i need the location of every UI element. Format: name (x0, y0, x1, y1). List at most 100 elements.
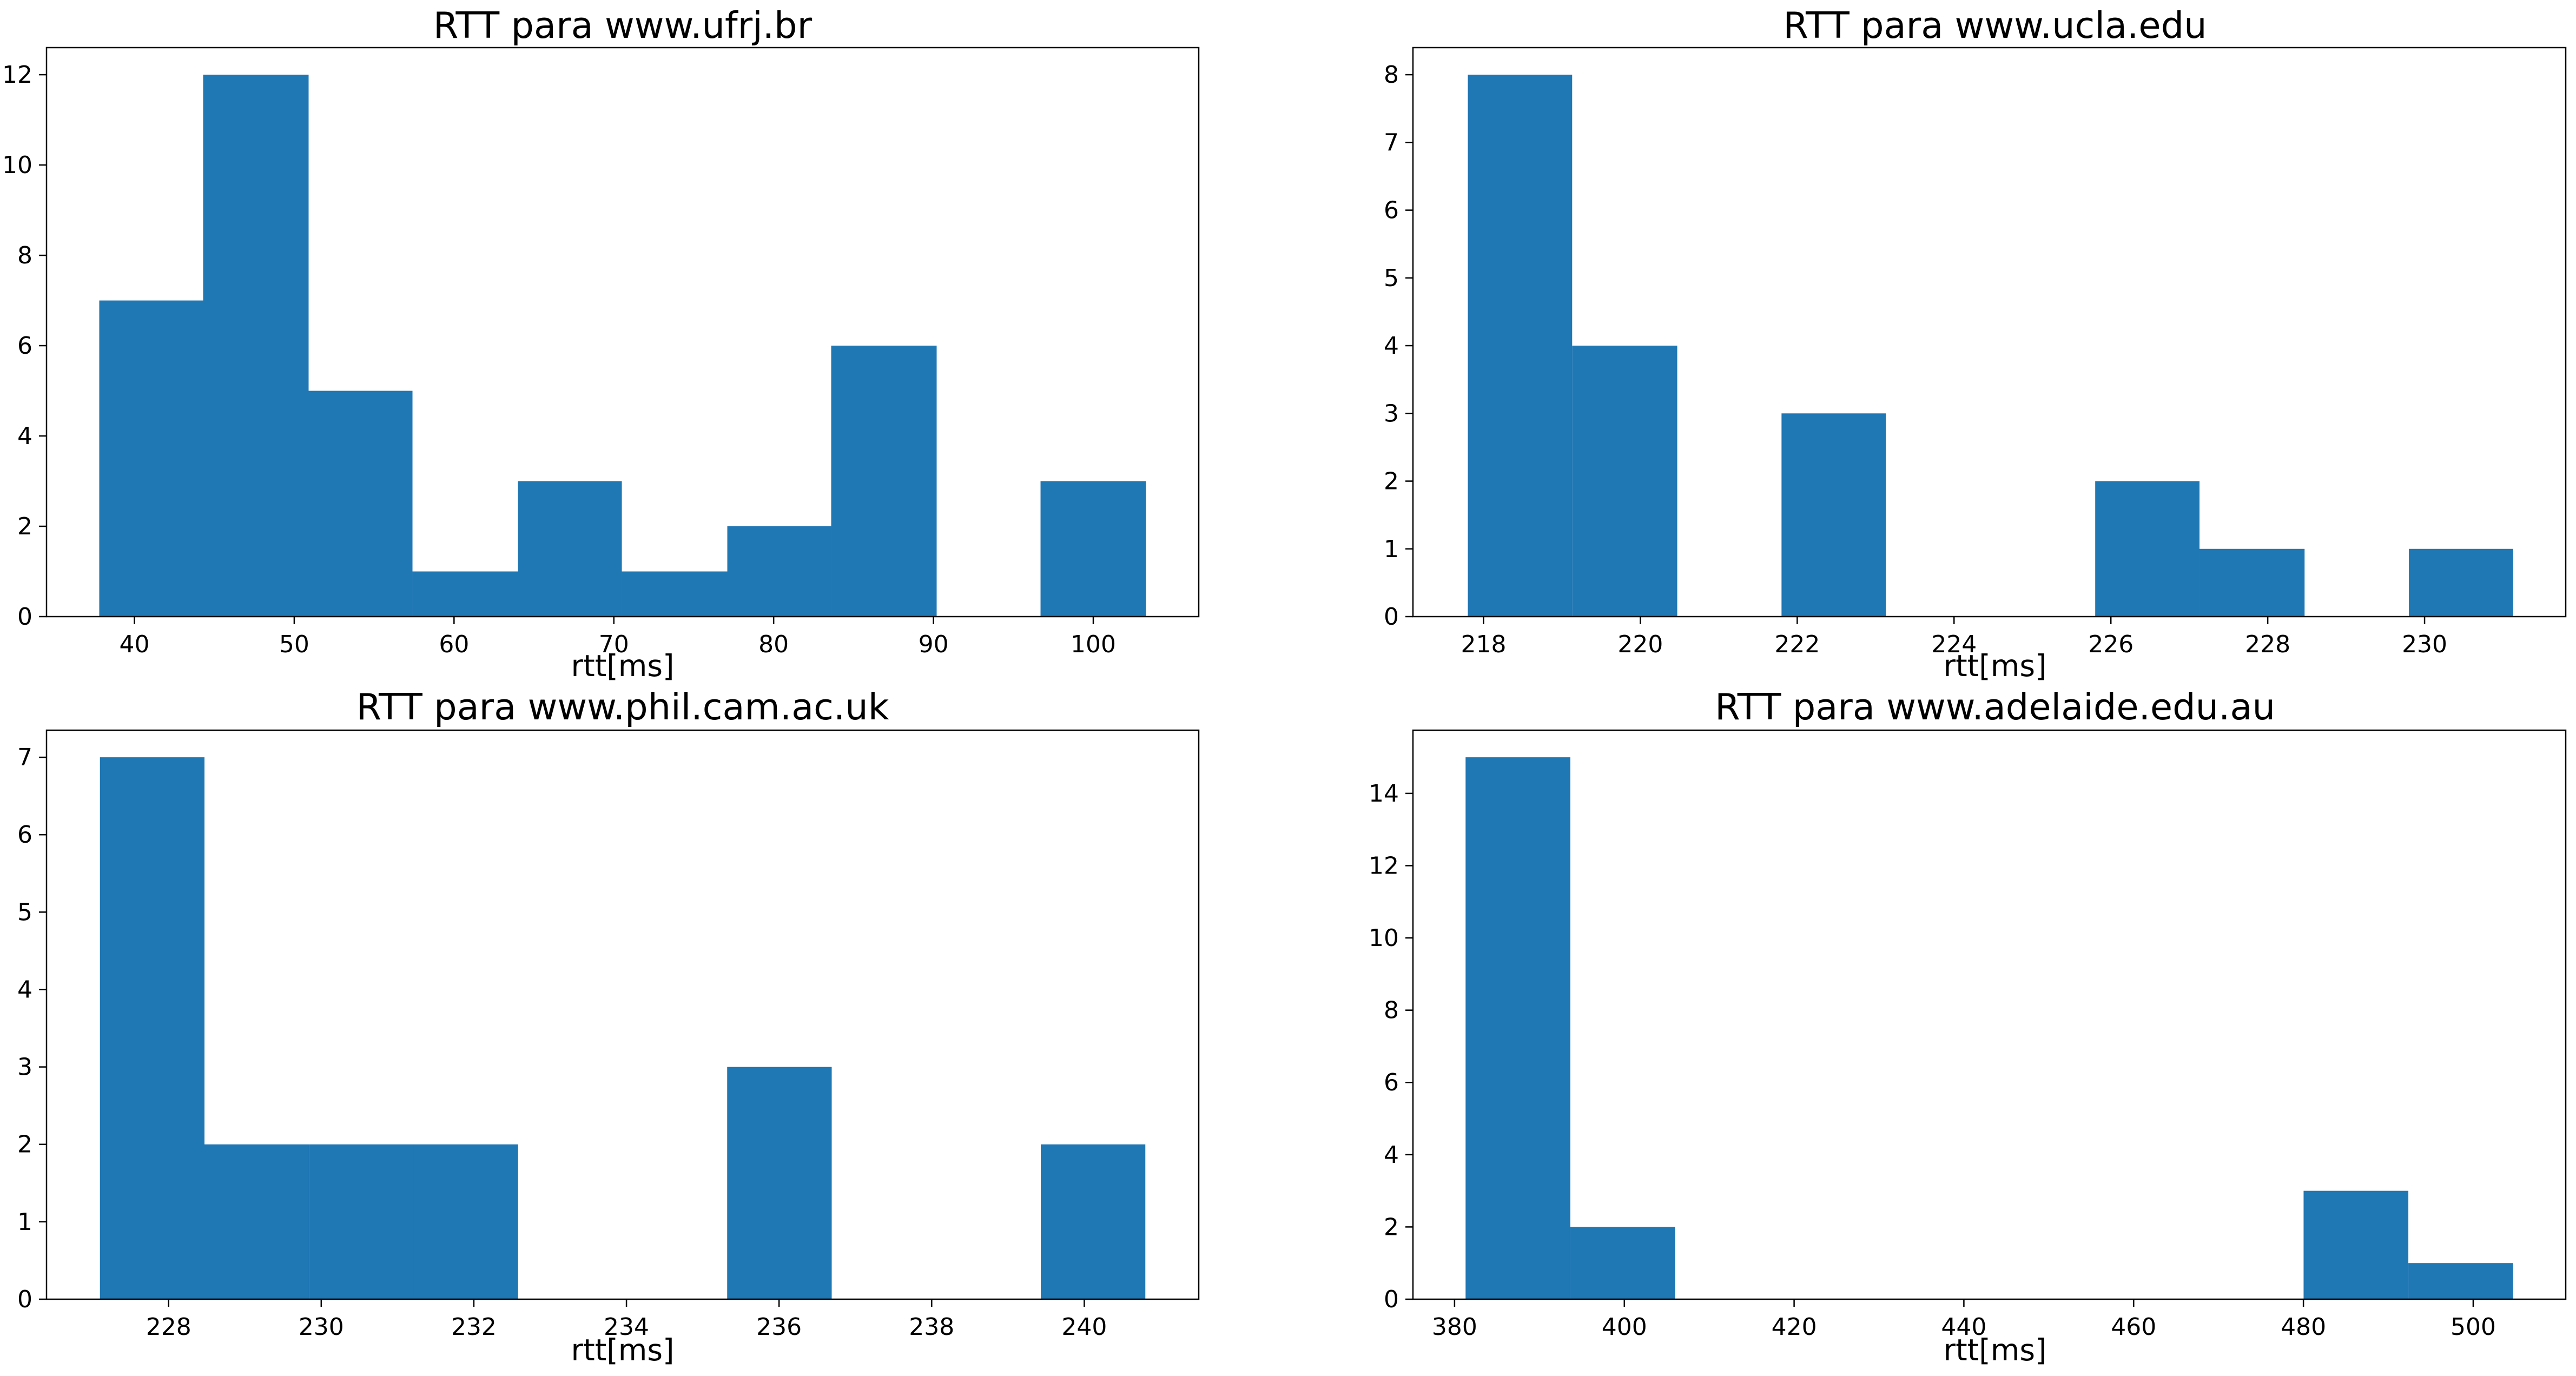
histogram-bar (2408, 1263, 2513, 1299)
x-tick-label: 234 (604, 1313, 649, 1341)
y-tick-label: 2 (17, 1131, 32, 1159)
y-tick-label: 5 (1384, 264, 1399, 292)
subplot-title: RTT para www.phil.cam.ac.uk (356, 686, 889, 728)
x-tick-label: 90 (919, 631, 949, 658)
y-tick-label: 14 (1369, 780, 1399, 808)
y-tick-label: 1 (17, 1208, 32, 1236)
y-tick-label: 0 (17, 1286, 32, 1313)
y-tick-label: 4 (17, 976, 32, 1003)
histogram-bar (1468, 75, 1573, 617)
histogram-bar (1570, 1227, 1675, 1299)
x-tick-label: 500 (2450, 1313, 2496, 1341)
x-tick-label: 50 (279, 631, 309, 658)
x-tick-label: 80 (758, 631, 789, 658)
x-tick-label: 238 (909, 1313, 954, 1341)
y-tick-label: 10 (1369, 924, 1399, 952)
x-tick-label: 480 (2281, 1313, 2326, 1341)
histogram-bar (2409, 548, 2513, 617)
histogram-bar (831, 346, 937, 617)
tick-group: 218 220 222 224 226 228 230 0 1 2 3 4 5 6 7 8 (1384, 61, 2447, 658)
histogram-bar (1781, 413, 1886, 617)
x-tick-label: 440 (1941, 1313, 1986, 1341)
y-tick-label: 7 (1384, 129, 1399, 156)
histogram-bar (2095, 481, 2200, 617)
axes-frame (45, 47, 1200, 618)
y-tick-label: 2 (17, 513, 32, 540)
x-tick-label: 230 (299, 1313, 344, 1341)
x-axis-label: rtt[ms] (571, 1333, 675, 1367)
bar-group (1468, 75, 2513, 617)
y-tick-label: 6 (1384, 1069, 1399, 1096)
x-tick-label: 240 (1061, 1313, 1107, 1341)
y-tick-label: 5 (17, 898, 32, 926)
x-tick-label: 40 (119, 631, 149, 658)
histogram-bar (99, 300, 203, 617)
x-tick-label: 226 (2088, 631, 2134, 658)
y-tick-label: 6 (17, 821, 32, 849)
bar-group (99, 75, 1146, 617)
subplot-ufrj: RTT para www.ufrj.br 40 50 60 70 80 90 100 0 2 4 6… (2, 4, 1200, 683)
y-tick-label: 12 (1369, 852, 1399, 879)
x-tick-label: 380 (1432, 1313, 1477, 1341)
subplot-title: RTT para www.ufrj.br (433, 4, 813, 47)
histogram-bar (1040, 481, 1146, 617)
histogram-bar (412, 571, 518, 617)
bar-group (100, 757, 1146, 1299)
x-tick-label: 100 (1071, 631, 1116, 658)
x-tick-label: 222 (1774, 631, 1820, 658)
y-tick-label: 10 (2, 151, 32, 179)
y-tick-label: 4 (17, 422, 32, 450)
histogram-bar (308, 391, 413, 617)
histogram-bar (203, 75, 309, 617)
y-tick-label: 6 (17, 332, 32, 360)
x-axis-label: rtt[ms] (1944, 1333, 2047, 1367)
y-tick-label: 3 (1384, 400, 1399, 427)
histogram-bar (1465, 757, 1570, 1299)
x-tick-label: 230 (2402, 631, 2447, 658)
histogram-bar (309, 1144, 414, 1299)
histogram-bar (1572, 346, 1677, 617)
histogram-bar (2199, 548, 2305, 617)
y-tick-label: 3 (17, 1054, 32, 1081)
x-tick-label: 460 (2111, 1313, 2156, 1341)
subplot-title: RTT para www.ucla.edu (1783, 4, 2207, 47)
y-tick-label: 4 (1384, 1141, 1399, 1169)
x-tick-label: 60 (439, 631, 469, 658)
x-tick-label: 224 (1931, 631, 1977, 658)
y-tick-label: 0 (17, 603, 32, 631)
histogram-bar (100, 757, 204, 1299)
x-tick-label: 228 (2245, 631, 2290, 658)
subplot-title: RTT para www.adelaide.edu.au (1715, 686, 2275, 728)
x-tick-label: 218 (1461, 631, 1506, 658)
histogram-bar (622, 571, 728, 617)
subplot-phil-cam: RTT para www.phil.cam.ac.uk 228 230 232 234… (17, 686, 1200, 1367)
bar-group (1465, 757, 2513, 1299)
histogram-bar (518, 481, 622, 617)
histogram-bar (2303, 1190, 2409, 1299)
x-tick-label: 400 (1602, 1313, 1647, 1341)
axes-frame (45, 729, 1200, 1300)
histogram-bar (413, 1144, 518, 1299)
y-tick-label: 8 (1384, 997, 1399, 1024)
histogram-bar (1041, 1144, 1146, 1299)
x-tick-label: 420 (1772, 1313, 1817, 1341)
histogram-bar (727, 1067, 832, 1299)
x-tick-label: 232 (451, 1313, 497, 1341)
x-axis-label: rtt[ms] (571, 649, 675, 683)
y-tick-label: 0 (1384, 1286, 1399, 1313)
tick-group: 40 50 60 70 80 90 100 0 2 4 6 8 10 12 (2, 61, 1116, 658)
x-tick-label: 220 (1617, 631, 1663, 658)
x-axis-label: rtt[ms] (1944, 649, 2047, 683)
subplot-adelaide: RTT para www.adelaide.edu.au 380 400 420 44… (1369, 686, 2567, 1367)
histogram-bar (727, 526, 831, 617)
y-tick-label: 4 (1384, 332, 1399, 360)
y-tick-label: 7 (17, 744, 32, 771)
x-tick-label: 236 (756, 1313, 802, 1341)
tick-group: 380 400 420 440 460 480 500 0 2 4 6 8 10 12 14 (1369, 780, 2496, 1341)
y-tick-label: 0 (1384, 603, 1399, 631)
x-tick-label: 70 (599, 631, 629, 658)
x-tick-label: 228 (146, 1313, 191, 1341)
subplot-ucla: RTT para www.ucla.edu 218 220 222 224 226 228… (1384, 4, 2567, 683)
